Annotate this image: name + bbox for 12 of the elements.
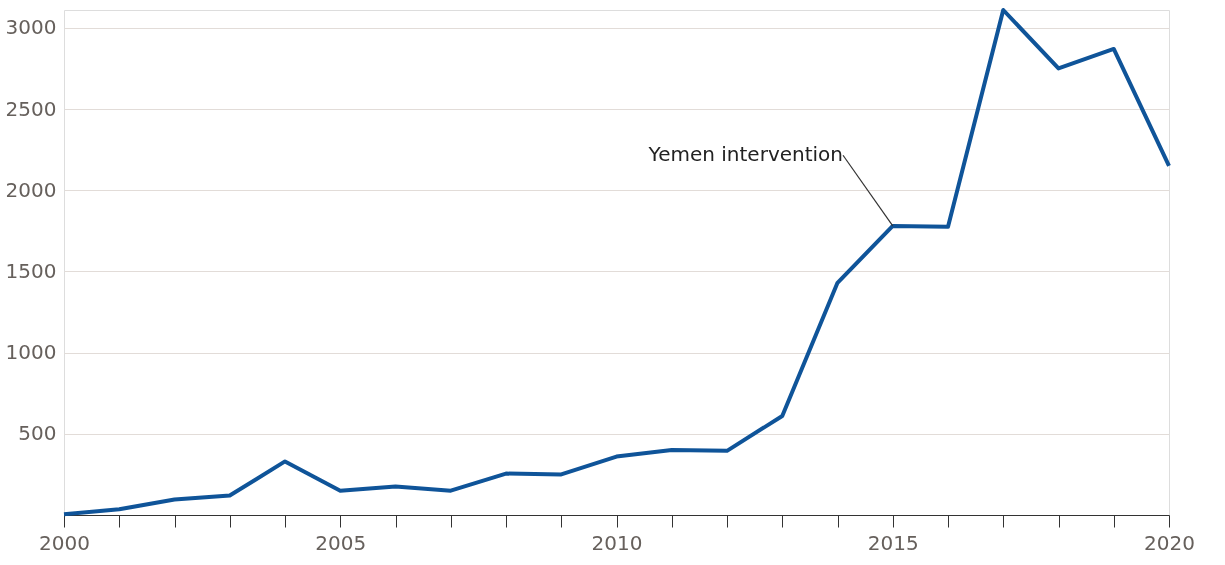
x-tick-label: 2015 <box>867 530 919 555</box>
x-tick-label: 2005 <box>315 530 367 555</box>
y-tick-label: 1000 <box>5 340 57 365</box>
y-tick-label: 3000 <box>5 15 57 40</box>
y-tick-label: 1500 <box>5 258 57 283</box>
x-tick-label: 2000 <box>39 530 90 555</box>
x-tick-label: 2010 <box>591 530 643 555</box>
y-tick-label: 500 <box>18 421 57 446</box>
y-tick-label: 2500 <box>5 96 57 121</box>
x-tick-label: 2020 <box>1144 530 1195 555</box>
annotation: Yemen intervention <box>647 142 844 167</box>
y-tick-label: 2000 <box>5 177 57 202</box>
